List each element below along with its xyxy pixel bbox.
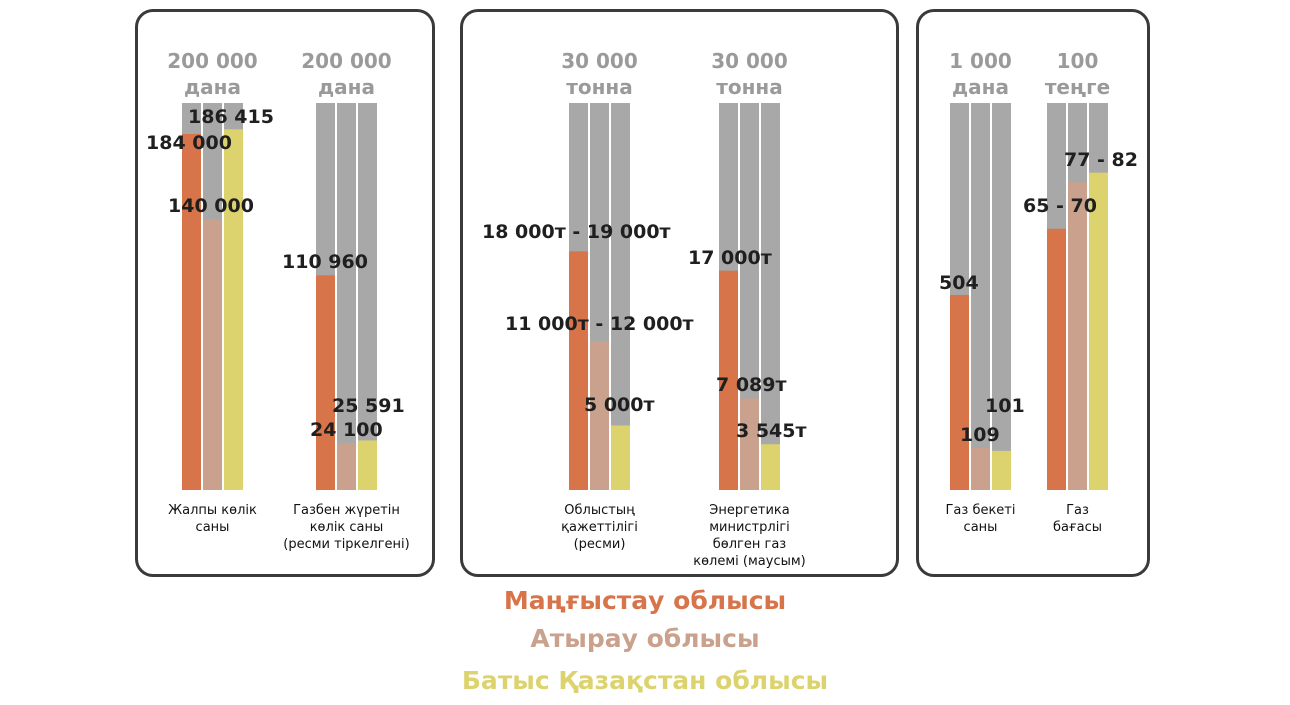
value-label: 11 000т - 12 000т bbox=[505, 313, 694, 335]
bar-atyrau bbox=[590, 341, 609, 490]
legend-atyrau: Атырау облысы bbox=[530, 624, 760, 653]
max-label: 1 000 bbox=[949, 49, 1012, 73]
value-label: 3 545т bbox=[736, 420, 807, 442]
category-label: көлемі (маусым) bbox=[693, 554, 806, 569]
bar-background bbox=[992, 103, 1011, 490]
value-label: 101 bbox=[985, 395, 1025, 417]
category-label: (ресми) bbox=[574, 537, 626, 552]
value-label: 140 000 bbox=[168, 195, 254, 217]
category-label: Газбен жүретін bbox=[293, 503, 400, 518]
category-label: бағасы bbox=[1053, 520, 1102, 535]
value-label: 24 100 bbox=[310, 419, 383, 441]
bar-mangystau bbox=[1047, 228, 1066, 490]
legend-batys: Батыс Қазақстан облысы bbox=[461, 666, 829, 695]
max-label: дана bbox=[952, 75, 1009, 99]
max-label: теңге bbox=[1045, 75, 1110, 99]
max-label: 100 bbox=[1057, 49, 1099, 73]
bar-batys bbox=[358, 440, 377, 490]
value-label: 5 000т bbox=[584, 394, 655, 416]
category-label: Газ bbox=[1066, 503, 1089, 518]
category-label: Облыстың bbox=[564, 503, 635, 518]
max-label: 30 000 bbox=[711, 49, 788, 73]
bar-atyrau bbox=[1068, 182, 1087, 490]
value-label: 65 - 70 bbox=[1023, 195, 1097, 217]
bar-background bbox=[358, 103, 377, 490]
value-label: 109 bbox=[960, 424, 1000, 446]
value-label: 110 960 bbox=[282, 251, 368, 273]
category-label: министрлігі bbox=[709, 520, 790, 535]
category-label: бөлген газ bbox=[713, 537, 787, 552]
bar-mangystau bbox=[182, 133, 201, 490]
bar-background bbox=[971, 103, 990, 490]
bar-batys bbox=[761, 444, 780, 490]
value-label: 7 089т bbox=[716, 374, 787, 396]
value-label: 17 000т bbox=[688, 247, 772, 269]
max-label: дана bbox=[318, 75, 375, 99]
value-label: 18 000т - 19 000т bbox=[482, 221, 671, 243]
value-label: 184 000 bbox=[146, 132, 232, 154]
bar-batys bbox=[611, 425, 630, 490]
bar-atyrau bbox=[971, 447, 990, 490]
bar-atyrau bbox=[337, 443, 356, 490]
panel-stations-price bbox=[916, 9, 1150, 577]
category-label: Энергетика bbox=[709, 503, 790, 518]
bar-batys bbox=[992, 450, 1011, 490]
category-label: қажеттілігі bbox=[561, 520, 638, 535]
bar-mangystau bbox=[569, 251, 588, 490]
bar-atyrau bbox=[203, 219, 222, 490]
value-label: 504 bbox=[939, 272, 979, 294]
bar-background bbox=[740, 103, 759, 490]
max-label: тонна bbox=[716, 75, 782, 99]
category-label: саны bbox=[196, 520, 230, 535]
category-label: (ресми тіркелгені) bbox=[283, 537, 409, 552]
bar-atyrau bbox=[740, 398, 759, 490]
panel-gas-volume bbox=[460, 9, 899, 577]
value-label: 25 591 bbox=[332, 395, 405, 417]
max-label: дана bbox=[184, 75, 241, 99]
bar-mangystau bbox=[719, 270, 738, 490]
value-label: 77 - 82 bbox=[1064, 149, 1138, 171]
bar-background bbox=[337, 103, 356, 490]
bar-background bbox=[611, 103, 630, 490]
bar-batys bbox=[224, 129, 243, 490]
max-label: 200 000 bbox=[167, 49, 257, 73]
value-label: 186 415 bbox=[188, 106, 274, 128]
bar-batys bbox=[1089, 172, 1108, 490]
legend-mangystau: Маңғыстау облысы bbox=[503, 586, 787, 615]
bar-background bbox=[761, 103, 780, 490]
bar-mangystau bbox=[316, 275, 335, 490]
max-label: тонна bbox=[566, 75, 632, 99]
max-label: 30 000 bbox=[561, 49, 638, 73]
category-label: Жалпы көлік bbox=[168, 503, 257, 518]
category-label: көлік саны bbox=[310, 520, 384, 535]
bar-mangystau bbox=[950, 294, 969, 490]
max-label: 200 000 bbox=[301, 49, 391, 73]
category-label: саны bbox=[964, 520, 998, 535]
panel-vehicles bbox=[135, 9, 435, 577]
category-label: Газ бекеті bbox=[946, 503, 1016, 518]
